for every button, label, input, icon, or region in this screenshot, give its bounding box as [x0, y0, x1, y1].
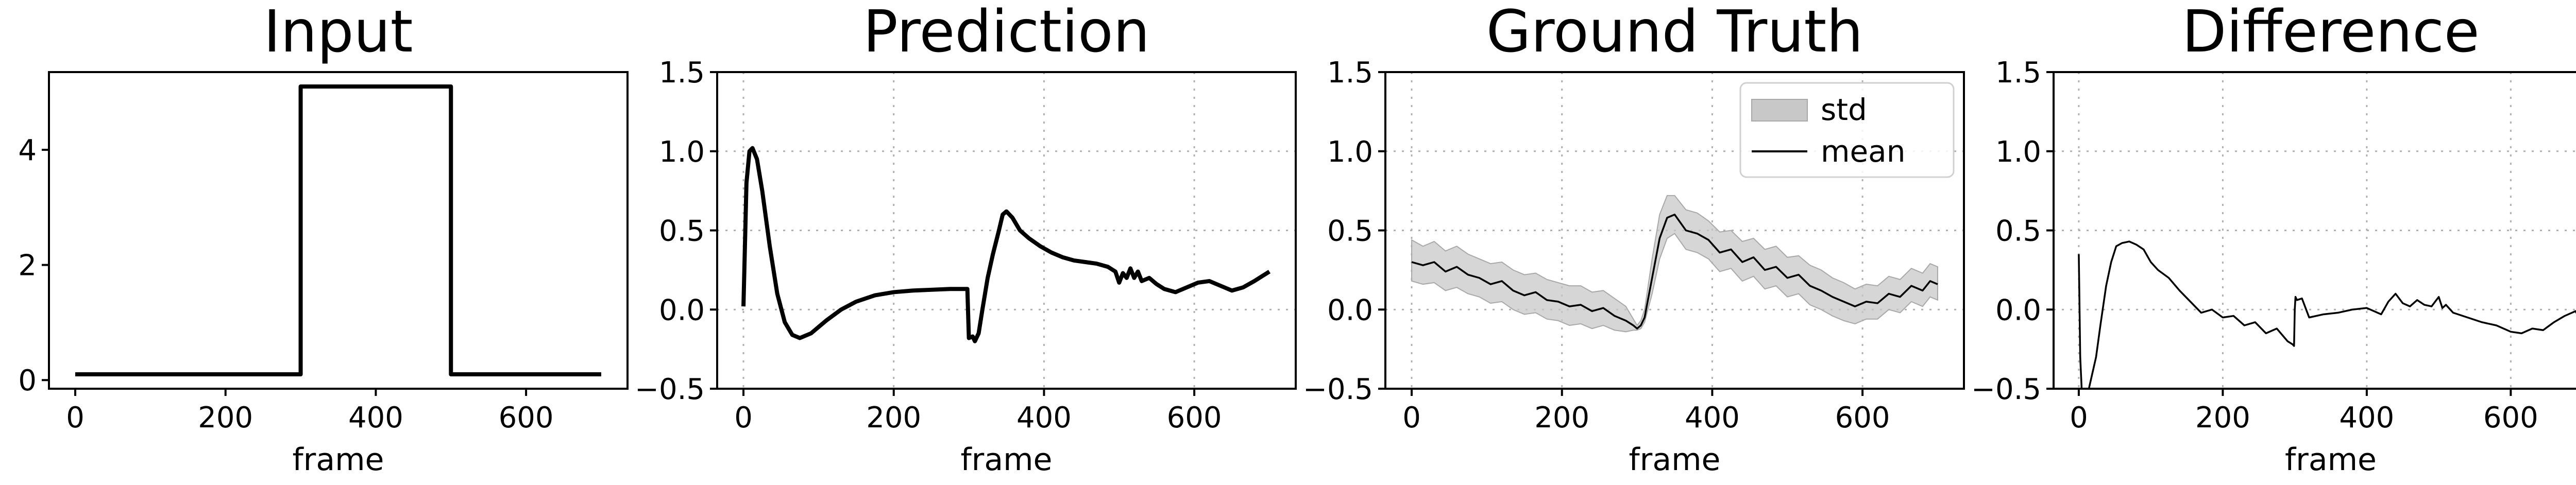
x-tick-label: 200: [2195, 401, 2250, 435]
y-tick-label: 1.0: [659, 135, 705, 169]
x-tick-label: 600: [2483, 401, 2538, 435]
plot-frame: [48, 71, 629, 390]
panel-prediction: 0 200 400 600 −0.5 0.0 0.5 1.0 1.5 Prediction fram…: [635, 0, 1297, 478]
x-tick-label: 200: [1534, 401, 1589, 435]
x-tick-label: 0: [66, 401, 84, 435]
y-tick-label: 0.0: [659, 293, 705, 327]
x-axis-label: frame: [2285, 442, 2377, 478]
y-tick-label: 1.0: [1995, 135, 2041, 169]
y-tick-label: −0.5: [635, 373, 705, 406]
x-tick-label: 0: [734, 401, 753, 435]
x-tick-label: 200: [866, 401, 921, 435]
legend-label-std: std: [1821, 92, 1867, 127]
chart-title: Ground Truth: [1486, 0, 1863, 65]
x-tick-label: 0: [1402, 401, 1421, 435]
series-line: [741, 146, 1271, 343]
y-tick-label: 4: [18, 134, 37, 167]
y-tick-label: 0.5: [1995, 215, 2041, 248]
plot-area: [741, 146, 1271, 343]
plot-area: [1411, 195, 1938, 333]
legend-label-mean: mean: [1821, 134, 1905, 169]
panel-input: 0 200 400 600 0 2 4 Input frame: [18, 0, 629, 478]
y-tick-label: 0.0: [1995, 293, 2041, 327]
x-tick-label: 400: [1685, 401, 1740, 435]
plot-frame: [2053, 71, 2576, 390]
y-tick-label: −0.5: [1303, 373, 1373, 406]
panel-ground-truth: 0 200 400 600 −0.5 0.0 0.5 1.0 1.5 Ground Truth fr…: [1303, 0, 1965, 478]
y-tick-label: 1.5: [1995, 56, 2041, 90]
x-tick-label: 600: [499, 401, 554, 435]
plot-area: [2078, 240, 2576, 389]
chart-title: Prediction: [863, 0, 1149, 65]
y-tick-label: 2: [18, 249, 37, 283]
x-axis-label: frame: [1629, 442, 1721, 478]
x-tick-label: 600: [1835, 401, 1890, 435]
x-axis-label: frame: [961, 442, 1053, 478]
x-tick-label: 600: [1167, 401, 1222, 435]
x-tick-label: 400: [2339, 401, 2394, 435]
y-tick-label: 0: [18, 364, 37, 397]
y-tick-label: 0.5: [1327, 215, 1373, 248]
series-line: [75, 84, 601, 377]
y-tick-label: 1.0: [1327, 135, 1373, 169]
y-tick-label: 1.5: [1327, 56, 1373, 90]
x-tick-label: 0: [2070, 401, 2088, 435]
x-tick-label: 400: [348, 401, 403, 435]
y-tick-label: 1.5: [659, 56, 705, 90]
y-tick-label: −0.5: [1971, 373, 2041, 406]
plot-area: [75, 84, 601, 377]
y-tick-label: 0.5: [659, 215, 705, 248]
x-axis-label: frame: [293, 442, 384, 478]
chart-title: Difference: [2182, 0, 2479, 65]
x-tick-label: 200: [198, 401, 253, 435]
series-line: [1411, 214, 1938, 330]
chart-title: Input: [263, 0, 413, 65]
legend-swatch-std: [1751, 99, 1808, 122]
panel-difference: 0 200 400 600 −0.5 0.0 0.5 1.0 1.5 Difference fram…: [1971, 0, 2576, 478]
series-line: [2078, 240, 2576, 389]
y-tick-label: 0.0: [1327, 293, 1373, 327]
x-tick-label: 400: [1016, 401, 1072, 435]
